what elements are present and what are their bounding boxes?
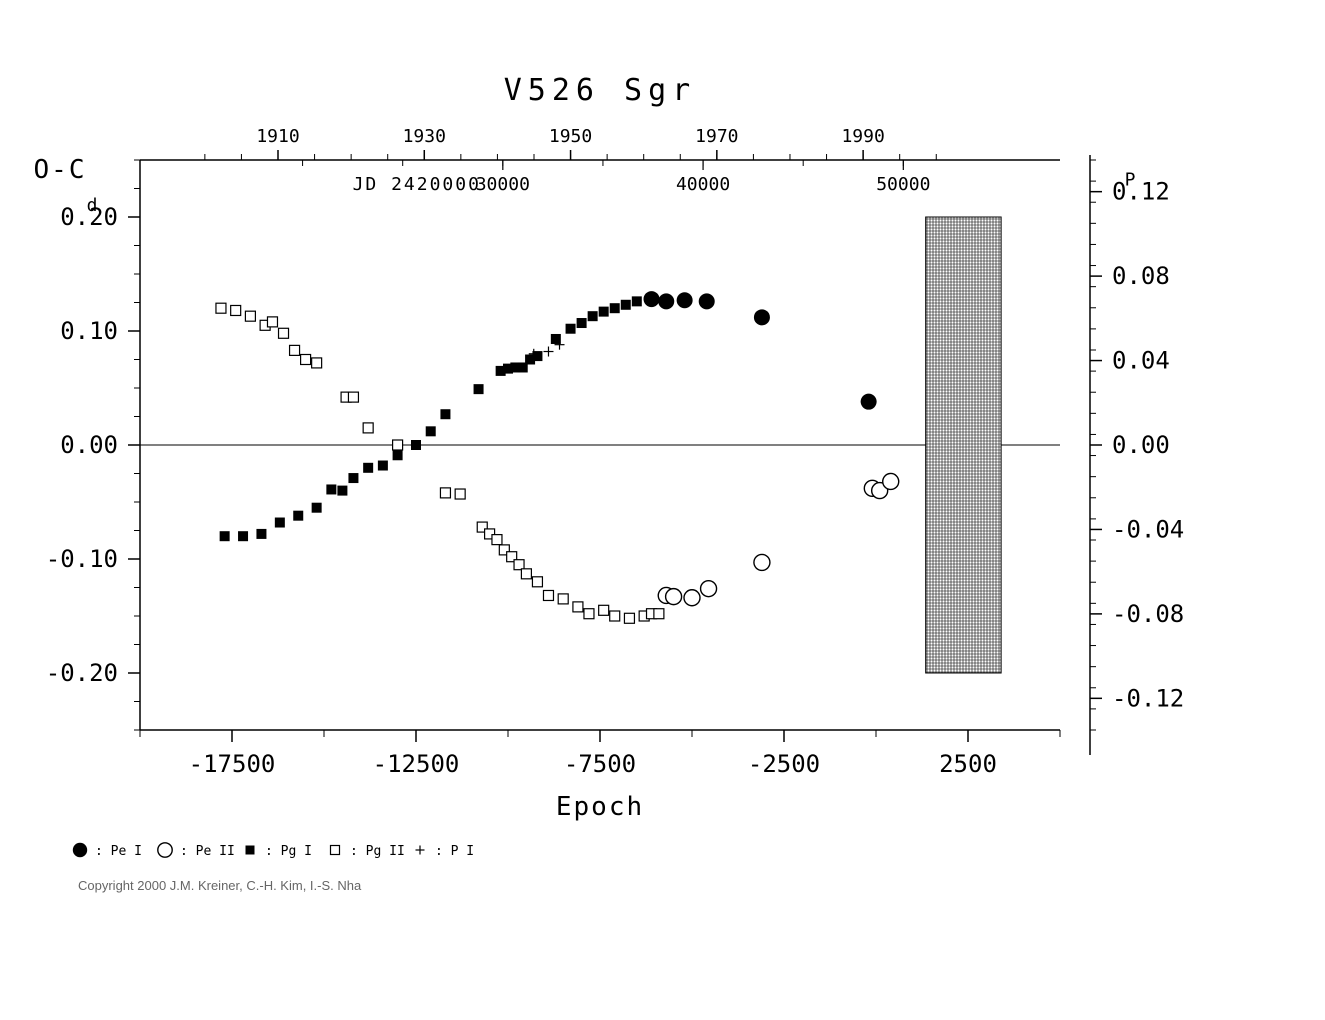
- top-jd-label: 50000: [876, 174, 930, 195]
- y-right-tick-label: 0.04: [1112, 347, 1170, 375]
- y-right-tick-label: -0.08: [1112, 600, 1184, 628]
- y-right-tick-label: 0.00: [1112, 431, 1170, 459]
- legend-label: : Pg II: [350, 844, 405, 859]
- y-left-axis-label: O-C: [34, 155, 87, 185]
- top-jd-label: 40000: [676, 174, 730, 195]
- y-left-tick-label: -0.10: [46, 545, 118, 573]
- top-year-label: 1990: [841, 126, 884, 147]
- y-right-tick-label: -0.04: [1112, 515, 1184, 543]
- hatched-region: [926, 217, 1001, 673]
- y-left-tick-label: -0.20: [46, 659, 118, 687]
- copyright-text: Copyright 2000 J.M. Kreiner, C.-H. Kim, …: [78, 878, 362, 893]
- legend-label: : Pe I: [95, 844, 142, 859]
- x-tick-label: -12500: [373, 750, 460, 778]
- x-tick-label: -7500: [564, 750, 636, 778]
- top-jd-label: 30000: [476, 174, 530, 195]
- jd-axis-label: JD 2420000: [353, 174, 481, 195]
- x-tick-label: -2500: [748, 750, 820, 778]
- top-year-label: 1970: [695, 126, 738, 147]
- legend-item-PeII: : Pe II: [158, 843, 235, 859]
- legend-label: : Pe II: [180, 844, 235, 859]
- y-left-tick-label: 0.00: [60, 431, 118, 459]
- chart-title: V526 Sgr: [504, 73, 697, 108]
- y-right-tick-label: -0.12: [1112, 684, 1184, 712]
- legend-label: : P I: [435, 844, 474, 859]
- top-year-label: 1930: [403, 126, 446, 147]
- x-axis-label: Epoch: [556, 792, 644, 822]
- y-left-tick-label: 0.10: [60, 317, 118, 345]
- x-tick-label: 2500: [939, 750, 997, 778]
- top-year-label: 1910: [256, 126, 299, 147]
- y-right-unit: P: [1125, 170, 1136, 191]
- legend-label: : Pg I: [265, 844, 312, 859]
- y-right-tick-label: 0.12: [1112, 178, 1170, 206]
- x-tick-label: -17500: [189, 750, 276, 778]
- oc-chart: -17500-12500-7500-25002500Epoch0.200.100…: [0, 0, 1325, 1020]
- y-right-tick-label: 0.08: [1112, 262, 1170, 290]
- y-left-unit: d: [87, 195, 98, 216]
- top-year-label: 1950: [549, 126, 592, 147]
